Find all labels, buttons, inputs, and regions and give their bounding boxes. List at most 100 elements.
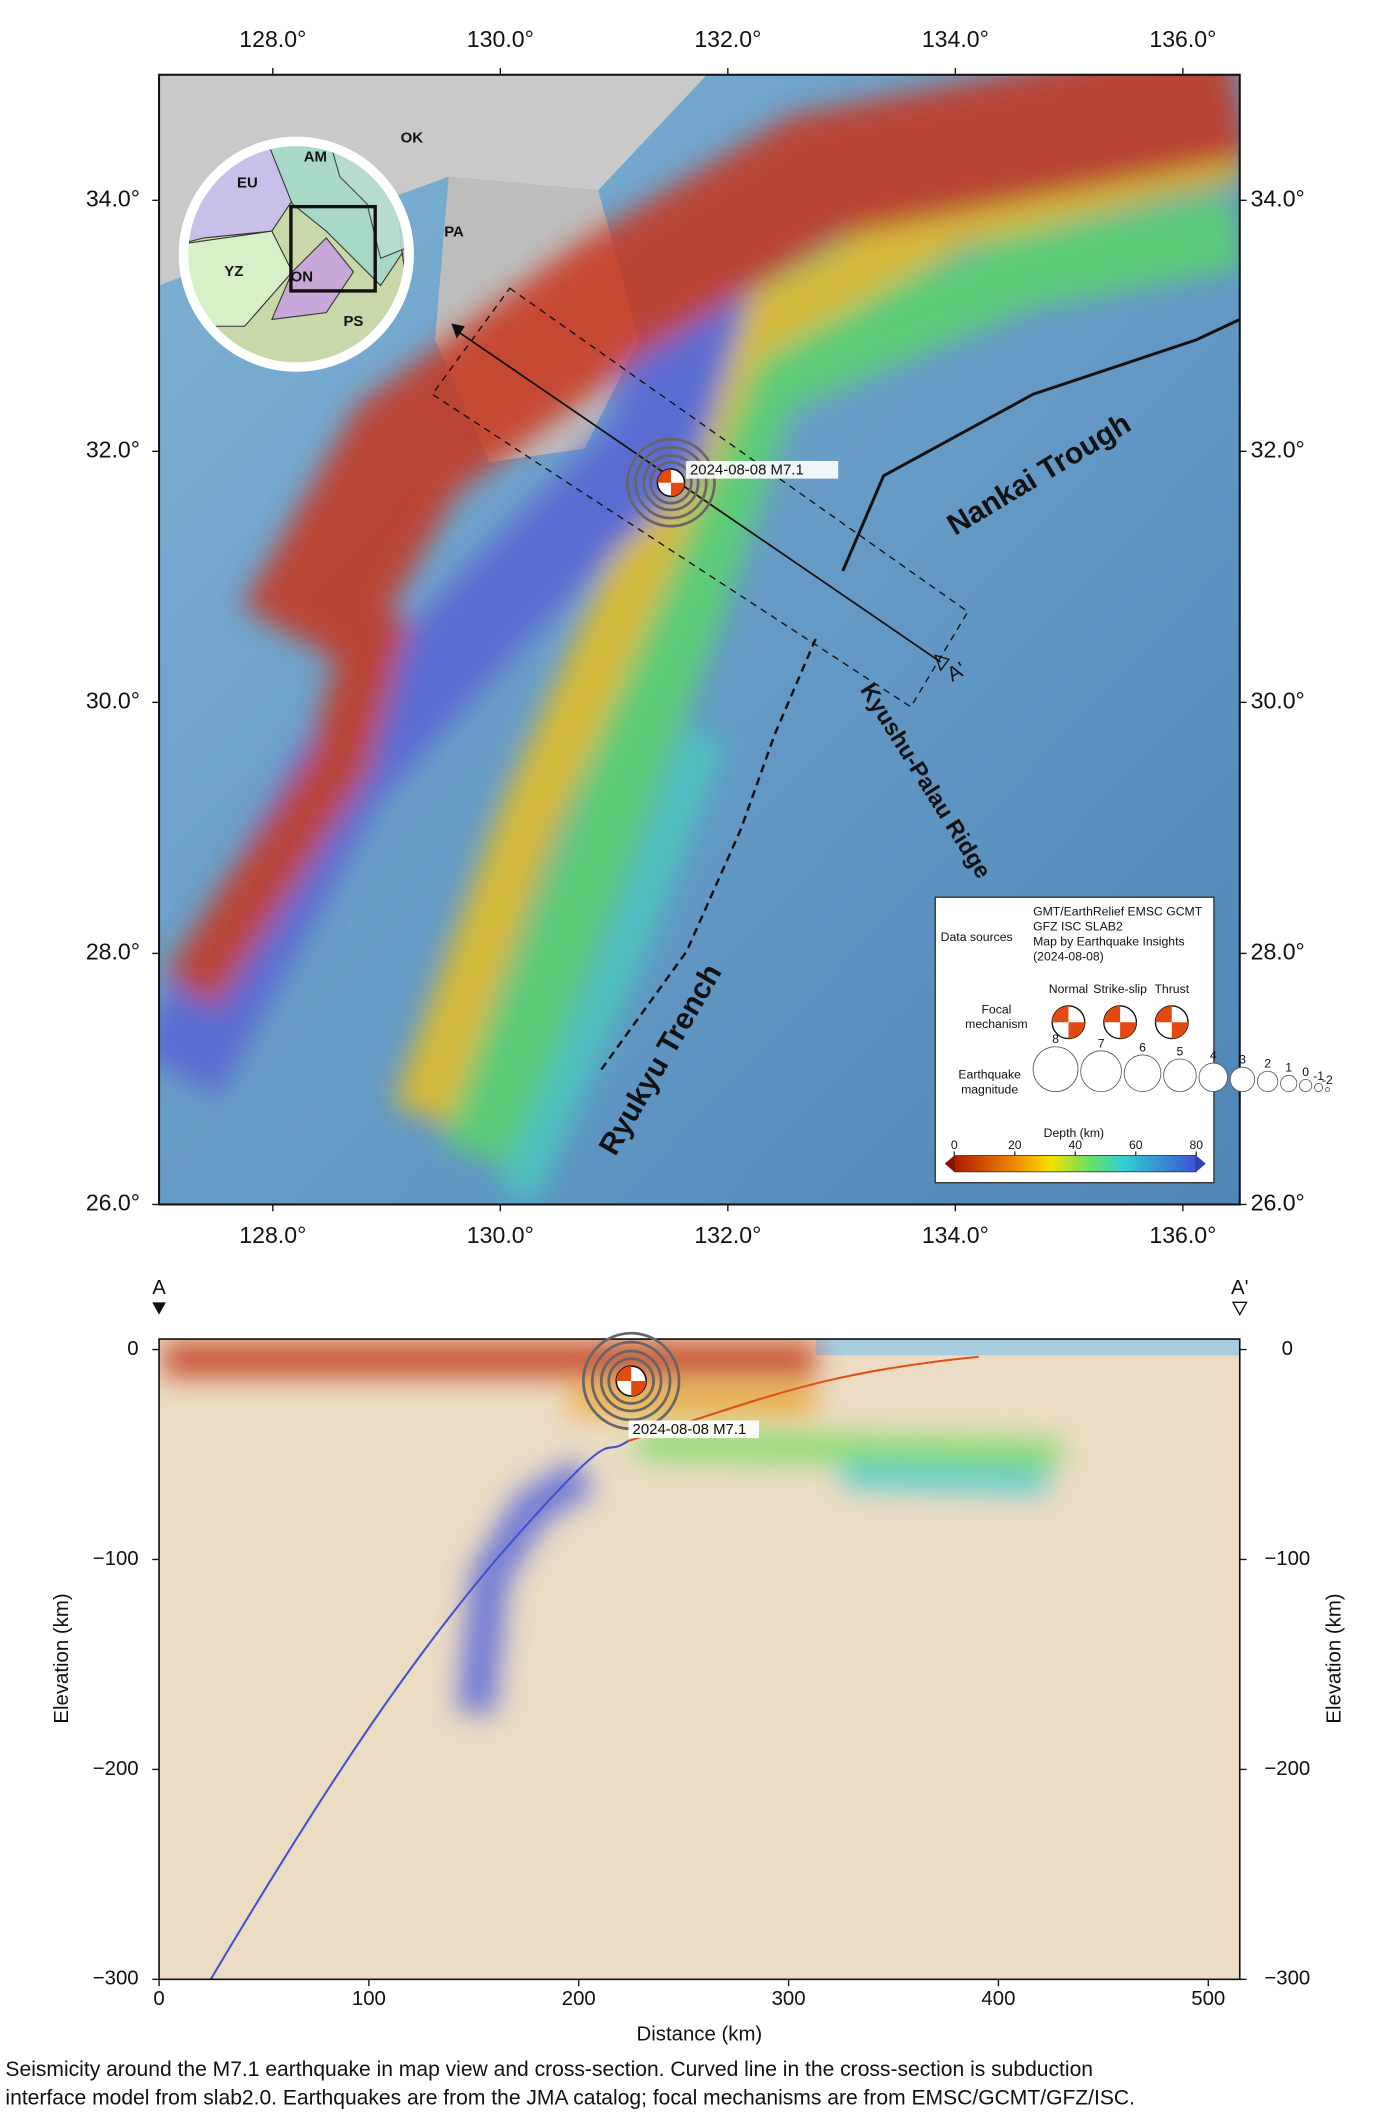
magnitude-circle [1299,1078,1313,1093]
profile-label: A [152,1277,166,1299]
x-tick-label: 136.0° [1149,26,1216,52]
x-tick-label: 132.0° [694,26,761,52]
magnitude-label: 5 [1177,1044,1184,1058]
event-ring [607,1357,655,1405]
x-tick-label: 0 [153,1988,164,2010]
y-tick-label: 32.0° [86,436,140,462]
x-tick-label: 200 [562,1988,596,2010]
y-tick-label: 26.0° [1251,1190,1305,1216]
x-tick-label: 134.0° [922,1222,989,1248]
legend-text: Normal [1049,982,1088,996]
legend-text: Thrust [1154,982,1189,996]
magnitude-label: -1 [1313,1069,1324,1083]
magnitude-circle [1198,1062,1228,1093]
colorbar-label: 20 [1008,1138,1022,1152]
event-ring [642,454,700,512]
magnitude-circle [1314,1083,1324,1093]
colorbar-label: 40 [1068,1138,1082,1152]
y-tick-label: 30.0° [86,687,140,713]
y-tick-label: 0 [1282,1338,1293,1360]
magnitude-circle [1280,1074,1298,1093]
x-tick-label: 130.0° [467,26,534,52]
legend [934,896,1215,1184]
legend-text: Focal [981,1002,1011,1016]
plate-label: PA [444,223,464,240]
event-ring [599,1349,663,1413]
y-tick-label: 34.0° [1251,185,1305,211]
magnitude-circle [1123,1054,1162,1093]
y-tick-label: 28.0° [1251,939,1305,965]
x-tick-label: 300 [772,1988,806,2010]
magnitude-label: 7 [1098,1036,1105,1050]
magnitude-label: 3 [1239,1053,1246,1067]
x-tick-label: 128.0° [239,1222,306,1248]
section-background [159,1339,1240,1980]
colorbar-label: 0 [951,1138,958,1152]
magnitude-circle [1080,1050,1122,1093]
legend-beachball [1155,1005,1189,1039]
y-axis-title: Elevation (km) [1323,1593,1345,1723]
y-tick-label: −300 [93,1968,139,1990]
magnitude-label: 6 [1139,1040,1146,1054]
legend-text: Depth (km) [1044,1126,1104,1140]
legend-text: mechanism [965,1017,1027,1031]
magnitude-circle [1032,1046,1079,1093]
map-background [159,74,1240,1205]
x-tick-label: 134.0° [922,26,989,52]
legend-beachball [1052,1005,1085,1039]
y-tick-label: 26.0° [86,1190,140,1216]
x-tick-label: 136.0° [1149,1222,1216,1248]
y-tick-label: 32.0° [1251,436,1305,462]
x-tick-label: 500 [1191,1988,1225,2010]
colorbar-label: 60 [1129,1138,1143,1152]
event-label: 2024-08-08 M7.1 [690,461,804,478]
colorbar-label: 80 [1189,1138,1203,1152]
colorbar [953,1155,1197,1173]
plate-label: AM [304,149,327,166]
profile-marker [1231,1301,1248,1316]
y-tick-label: −200 [93,1758,139,1780]
x-axis-title: Distance (km) [637,2023,763,2045]
event-label-box [685,460,839,479]
map-frame [158,73,1241,1206]
event-ring [626,437,716,528]
y-tick-label: −200 [1264,1758,1310,1780]
magnitude-circle [1257,1070,1279,1093]
legend-text: Data sources [941,930,1013,944]
y-tick-label: 34.0° [86,185,140,211]
y-axis-title: Elevation (km) [51,1593,73,1723]
event-ring [590,1340,672,1422]
magnitude-label: -2 [1322,1073,1333,1087]
magnitude-label: 0 [1302,1065,1309,1079]
y-tick-label: 30.0° [1251,687,1305,713]
x-tick-label: 128.0° [239,26,306,52]
magnitude-circle [1229,1066,1256,1093]
magnitude-circle [1324,1087,1330,1093]
magnitude-label: 2 [1264,1057,1271,1071]
y-tick-label: 0 [127,1338,138,1360]
plate-label: ON [291,268,313,285]
caption: interface model from slab2.0. Earthquake… [5,2087,1135,2110]
legend-beachball [1103,1005,1137,1039]
event-ring [649,460,693,505]
x-tick-label: 100 [352,1988,386,2010]
magnitude-label: 4 [1210,1049,1217,1063]
magnitude-circle [1163,1058,1197,1093]
plate-label: YZ [224,263,243,280]
beachball-quadrant [657,469,685,497]
magnitude-label: 8 [1052,1032,1059,1046]
legend-text: GFZ ISC SLAB2 [1033,919,1123,933]
profile-marker [152,1302,166,1315]
x-tick-label: 132.0° [694,1222,761,1248]
plate-label: PS [343,313,363,330]
y-tick-label: 28.0° [86,939,140,965]
plate-label: OK [401,130,424,147]
y-tick-label: −100 [1264,1548,1310,1570]
x-tick-label: 130.0° [467,1222,534,1248]
colorbar-end [944,1155,955,1172]
caption: Seismicity around the M7.1 earthquake in… [5,2058,1093,2081]
legend-text: GMT/EarthRelief EMSC GCMT [1033,904,1203,918]
y-tick-label: −100 [93,1548,139,1570]
event-label-box [628,1420,759,1439]
